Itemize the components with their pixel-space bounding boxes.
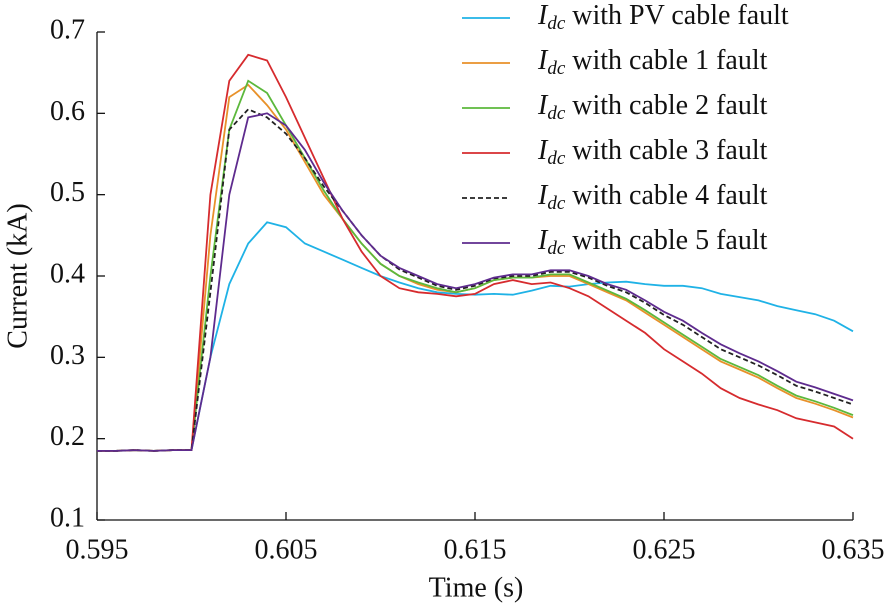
- series-line: [97, 221, 854, 452]
- x-axis-label: Time (s): [429, 572, 524, 603]
- series-line: [97, 108, 854, 452]
- legend-label: Idc with cable 2 fault: [537, 90, 768, 124]
- legend-label: Idc with cable 1 fault: [537, 45, 768, 79]
- legend-label: Idc with cable 5 fault: [537, 225, 768, 259]
- y-tick-label: 0.5: [50, 177, 85, 208]
- y-tick-label: 0.1: [50, 502, 85, 533]
- series-line: [97, 53, 854, 452]
- legend-label: Idc with PV cable fault: [537, 0, 789, 34]
- y-tick-label: 0.6: [50, 96, 85, 127]
- y-tick-label: 0.7: [50, 14, 85, 45]
- series-line: [97, 112, 854, 452]
- x-tick-label: 0.615: [444, 534, 507, 565]
- y-tick-label: 0.3: [50, 340, 85, 371]
- x-tick-label: 0.625: [633, 534, 696, 565]
- legend-label: Idc with cable 3 fault: [537, 135, 768, 169]
- x-tick-label: 0.635: [822, 534, 885, 565]
- x-tick-label: 0.595: [66, 534, 129, 565]
- y-tick-label: 0.4: [50, 258, 85, 289]
- y-tick-label: 0.2: [50, 421, 85, 452]
- y-axis-label: Current (kA): [2, 203, 33, 348]
- x-tick-label: 0.605: [255, 534, 318, 565]
- legend-label: Idc with cable 4 fault: [537, 180, 768, 214]
